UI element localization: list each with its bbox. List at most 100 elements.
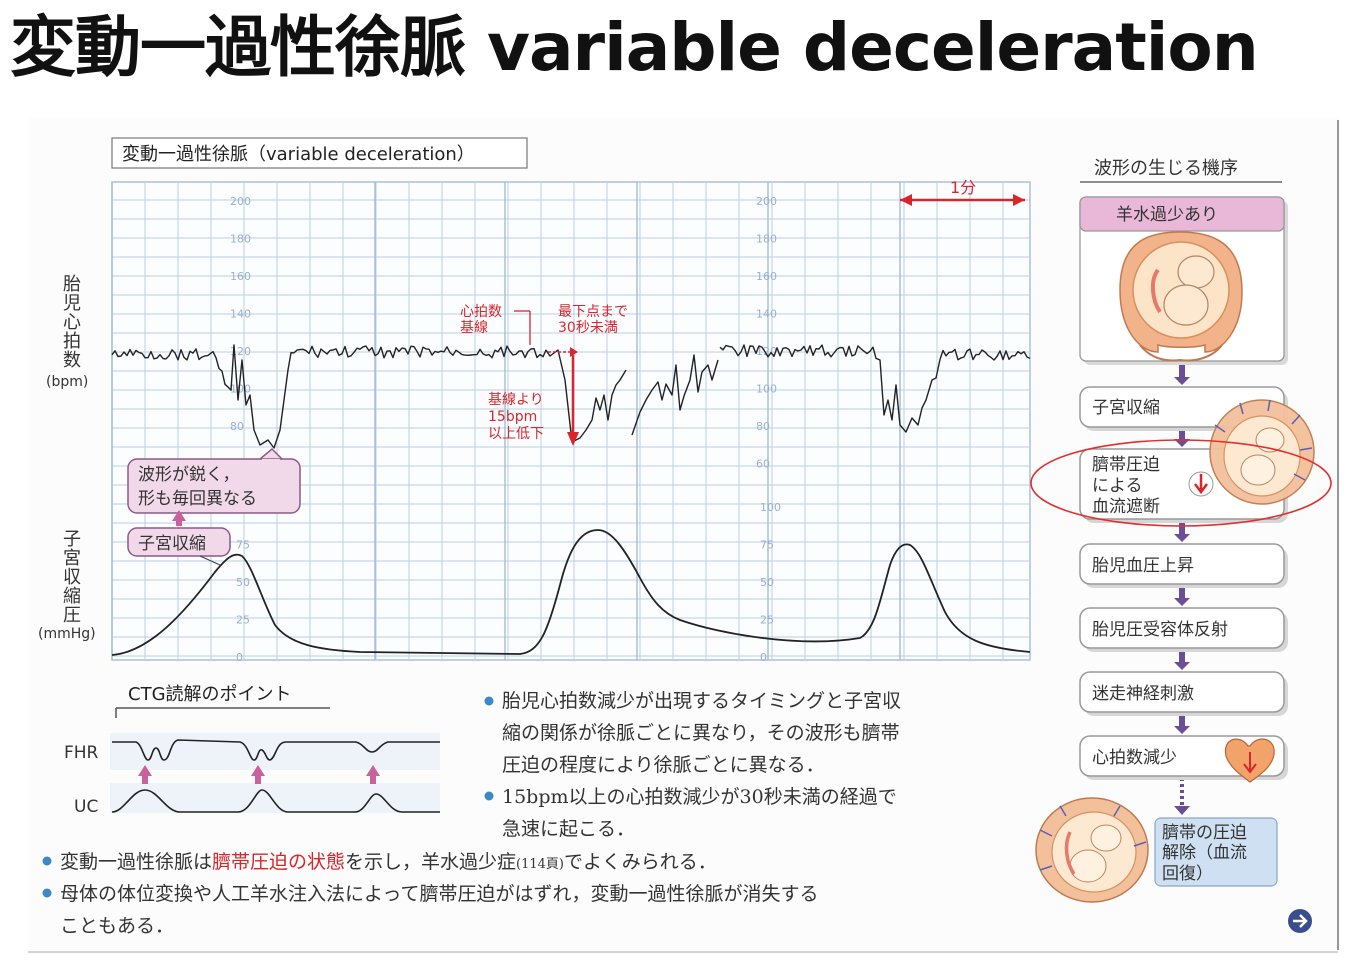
step-2-line-1: 臍帯圧迫 (1092, 455, 1160, 475)
fhr-tick-mid: 100 (756, 383, 777, 396)
ctg-grid (111, 181, 1031, 661)
annotation-drop-3: 以上低下 (488, 426, 544, 442)
bullet-dot-1 (484, 696, 494, 706)
fhr-unit: (bpm) (46, 374, 88, 390)
one-minute-label: 1分 (950, 178, 976, 197)
mechanism-step-baroreceptor: 胎児圧受容体反射 (1079, 607, 1288, 652)
fhr-tick-left: 180 (230, 233, 251, 246)
uc-tick-mid: 75 (760, 539, 774, 552)
contraction-to-waveform-arrow (172, 510, 186, 521)
fhr-tick-left: 140 (230, 308, 251, 321)
fhr-tick-mid: 80 (756, 420, 770, 433)
mechanism-flow: 波形の生じる機序 羊水過少あり 子宮収縮 (1030, 158, 1332, 933)
fhr-tick-left: 80 (230, 420, 244, 433)
fhr-tick-mid: 180 (756, 233, 777, 246)
waveform-callout: 波形が鋭く， 形も毎回異なる (127, 447, 301, 514)
fhr-axis-char-0: 胎 (63, 274, 81, 295)
slide-title: 変動一過性徐脈 variable deceleration (10, 9, 1259, 86)
mechanism-step-fetal-bp-rise: 胎児血圧上昇 (1079, 543, 1288, 588)
uc-trace (111, 529, 1031, 656)
uc-axis-char-0: 子 (63, 529, 81, 550)
annotation-baseline-2: 基線 (460, 319, 488, 336)
ctg-points-section: CTG読解のポイント FHR UC (64, 684, 440, 817)
step-6-label: 心拍数減少 (1092, 748, 1177, 768)
uterus-illustration-2 (1209, 399, 1315, 505)
fhr-tick-mid: 140 (756, 308, 777, 321)
mechanism-title: 波形の生じる機序 (1094, 158, 1238, 179)
next-arrow-icon (1288, 909, 1312, 933)
bottom-bullet-1-highlight: 臍帯圧迫の状態 (212, 851, 345, 873)
figure-title: 変動一過性徐脈（variable deceleration） (122, 144, 475, 165)
uc-tick-mid: 0 (760, 651, 767, 664)
bullet-1-line-1: 胎児心拍数減少が出現するタイミングと子宮収 (502, 690, 901, 712)
baseline-annotation: 心拍数 基線 最下点まで 30秒未満 基線より 15bpm 以上低下 (460, 304, 628, 446)
bullet-dot-2 (484, 791, 494, 801)
mechanism-step-release: 臍帯の圧迫 解除（血流 回復） (1035, 797, 1278, 903)
contraction-callout: 子宮収縮 (127, 527, 231, 566)
bottom-bullets: 変動一過性徐脈は臍帯圧迫の状態を示し，羊水過少症(114頁)でよくみられる． 母… (42, 851, 818, 937)
bottom-bullet-2-line-2: こともある． (60, 915, 174, 937)
uc-tick-mid: 50 (760, 576, 774, 589)
step-0-label: 羊水過少あり (1116, 205, 1218, 225)
bottom-bullet-1-end: でよくみられる． (564, 851, 717, 873)
bullet-1-line-2: 縮の関係が徐脈ごとに異なり，その波形も臍帯 (502, 722, 900, 744)
uc-tick-left: 50 (236, 576, 250, 589)
step-5-label: 迷走神経刺激 (1092, 684, 1194, 704)
step-7-line-3: 回復） (1162, 864, 1213, 884)
step-4-label: 胎児圧受容体反射 (1092, 620, 1228, 640)
fhr-tick-mid: 160 (756, 270, 777, 283)
fhr-axis-char-4: 数 (63, 350, 81, 371)
bottom-bullet-1-pre: 変動一過性徐脈は (60, 851, 212, 873)
annotation-baseline-1: 心拍数 (460, 304, 502, 320)
annotation-to-nadir-1: 最下点まで (558, 304, 628, 320)
ctg-points-title: CTG読解のポイント (128, 684, 292, 705)
right-bullets: 胎児心拍数減少が出現するタイミングと子宮収 縮の関係が徐脈ごとに異なり，その波形… (484, 690, 901, 840)
bullet-2-line-1: 15bpm以上の心拍数減少が30秒未満の経過で (502, 786, 897, 808)
step-7-line-1: 臍帯の圧迫 (1162, 823, 1247, 843)
uterus-illustration-3 (1035, 797, 1149, 903)
callout-waveform-2: 形も毎回異なる (138, 489, 257, 509)
fhr-axis-char-3: 拍 (63, 331, 81, 352)
bottom-bullet-2-line-1: 母体の体位変換や人工羊水注入法によって臍帯圧迫がはずれ，変動一過性徐脈が消失する (60, 883, 818, 905)
step-2-line-2: による (1092, 476, 1143, 496)
fhr-tick-mid: 200 (756, 195, 777, 208)
step-1-label: 子宮収縮 (1092, 398, 1160, 418)
fhr-axis-char-1: 児 (63, 293, 81, 314)
annotation-to-nadir-2: 30秒未満 (558, 320, 618, 336)
uc-axis-char-3: 縮 (63, 586, 81, 607)
uterus-illustration-1 (1119, 231, 1243, 362)
uc-tick-left: 75 (236, 539, 250, 552)
step-2-line-3: 血流遮断 (1092, 497, 1160, 517)
fhr-tick-left: 200 (230, 195, 251, 208)
bottom-bullet-1: 変動一過性徐脈は臍帯圧迫の状態を示し，羊水過少症(114頁)でよくみられる． (60, 851, 717, 873)
annotation-drop-1: 基線より (488, 391, 544, 408)
callout-contraction: 子宮収縮 (138, 534, 206, 554)
mini-fhr-label: FHR (64, 743, 99, 763)
mechanism-step-hr-decrease: 心拍数減少 (1079, 735, 1288, 783)
mini-fhr-trace (112, 739, 440, 761)
bottom-bullet-1-ref: (114頁) (516, 857, 564, 872)
fhr-axis-char-2: 心 (63, 312, 81, 333)
uc-unit: (mmHg) (38, 626, 96, 642)
bullet-2-line-2: 急速に起こる． (502, 818, 635, 840)
fhr-trace (111, 344, 1031, 449)
fhr-tick-mid: 120 (756, 345, 777, 358)
uc-axis-char-1: 宮 (63, 548, 81, 569)
uc-axis-label: 子 宮 収 縮 圧 (mmHg) (38, 529, 96, 642)
fhr-tick-labels-mid: 200 180 160 140 120 100 80 60 (756, 195, 777, 471)
uc-tick-mid: 25 (760, 614, 774, 627)
uc-axis-char-2: 収 (63, 567, 81, 588)
mini-arrows (138, 765, 380, 784)
step-7-line-2: 解除（血流 (1162, 843, 1247, 863)
mechanism-step-oligohydramnios: 羊水過少あり (1079, 196, 1288, 365)
uc-tick-left: 0 (236, 651, 243, 664)
fhr-axis-label: 胎 児 心 拍 数 (bpm) (46, 274, 88, 390)
callout-waveform-1: 波形が鋭く， (138, 465, 240, 485)
highlight-circle (1030, 439, 1332, 527)
annotation-drop-2: 15bpm (488, 409, 537, 425)
uc-axis-char-4: 圧 (63, 605, 81, 626)
fhr-tick-mid: 60 (756, 458, 770, 471)
heart-icon (1224, 738, 1275, 783)
mechanism-arrows (1174, 365, 1190, 815)
